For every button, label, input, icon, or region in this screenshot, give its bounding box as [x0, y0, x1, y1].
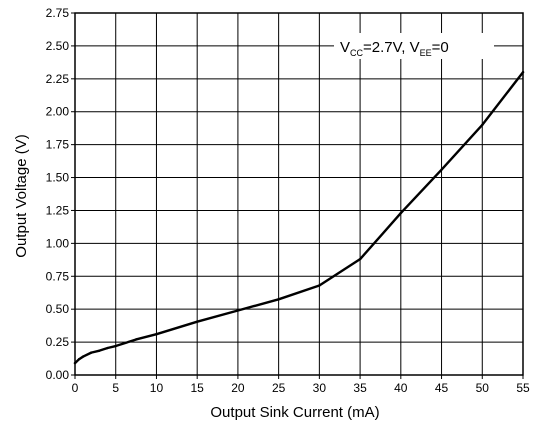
- data-point: [106, 346, 109, 350]
- data-point: [90, 351, 93, 354]
- x-tick-label: 55: [516, 381, 530, 395]
- x-tick-label: 0: [72, 381, 79, 395]
- annotation-sub-cc: CC: [350, 48, 363, 58]
- data-point: [481, 123, 484, 127]
- data-point: [399, 211, 403, 215]
- x-tick-label: 10: [150, 381, 164, 395]
- data-point: [81, 355, 85, 358]
- series-line: [73, 71, 525, 365]
- y-tick-label: 0.00: [46, 368, 70, 382]
- data-point: [277, 298, 280, 301]
- annotation-text: VCC=2.7V, VEE=0: [340, 39, 449, 58]
- annotation-sub-ee: EE: [420, 48, 432, 58]
- x-tick-label: 5: [112, 381, 119, 395]
- plot-frame: [74, 12, 524, 376]
- annotation-background: [334, 33, 494, 59]
- x-axis-title: Output Sink Current (mA): [210, 404, 379, 421]
- data-point: [195, 320, 199, 323]
- y-tick-label: 1.50: [46, 171, 70, 185]
- annotation-v1: V: [340, 39, 350, 56]
- data-point: [155, 332, 158, 336]
- y-tick-label: 1.00: [46, 236, 70, 250]
- data-point: [440, 168, 443, 171]
- annotation-tail: =0: [432, 39, 449, 56]
- x-tick-label: 50: [476, 381, 490, 395]
- x-tick-label: 20: [231, 381, 245, 395]
- data-point: [114, 344, 117, 348]
- x-tick-label: 25: [272, 381, 286, 395]
- y-axis-title: Output Voltage (V): [13, 134, 30, 257]
- y-tick-label: 0.75: [46, 269, 70, 283]
- y-tick-label: 0.25: [46, 335, 70, 349]
- legend-annotation: VCC=2.7V, VEE=0: [334, 33, 494, 59]
- x-tick-label: 35: [353, 381, 367, 395]
- annotation-mid: =2.7V, V: [363, 39, 420, 56]
- data-point: [236, 309, 240, 312]
- data-point: [134, 338, 138, 341]
- series-layer: [73, 71, 525, 365]
- data-point: [98, 349, 101, 352]
- y-tick-label: 1.25: [46, 203, 70, 217]
- data-point: [318, 284, 321, 287]
- axis-ticks: 0 5 10 15 20 25 30 35 40 45 50 55 0.00 0.25 0.50 0.75 1.…: [46, 6, 530, 395]
- grid: [75, 13, 523, 375]
- y-tick-label: 1.75: [46, 138, 70, 152]
- x-tick-label: 15: [191, 381, 205, 395]
- y-tick-label: 0.50: [46, 302, 70, 316]
- y-tick-label: 2.50: [46, 39, 70, 53]
- y-tick-label: 2.00: [46, 105, 70, 119]
- y-tick-label: 2.75: [46, 6, 70, 20]
- data-point: [77, 358, 81, 361]
- y-tick-label: 2.25: [46, 72, 70, 86]
- x-tick-label: 40: [394, 381, 408, 395]
- x-tick-label: 45: [435, 381, 449, 395]
- x-tick-label: 30: [313, 381, 327, 395]
- data-point: [358, 257, 362, 261]
